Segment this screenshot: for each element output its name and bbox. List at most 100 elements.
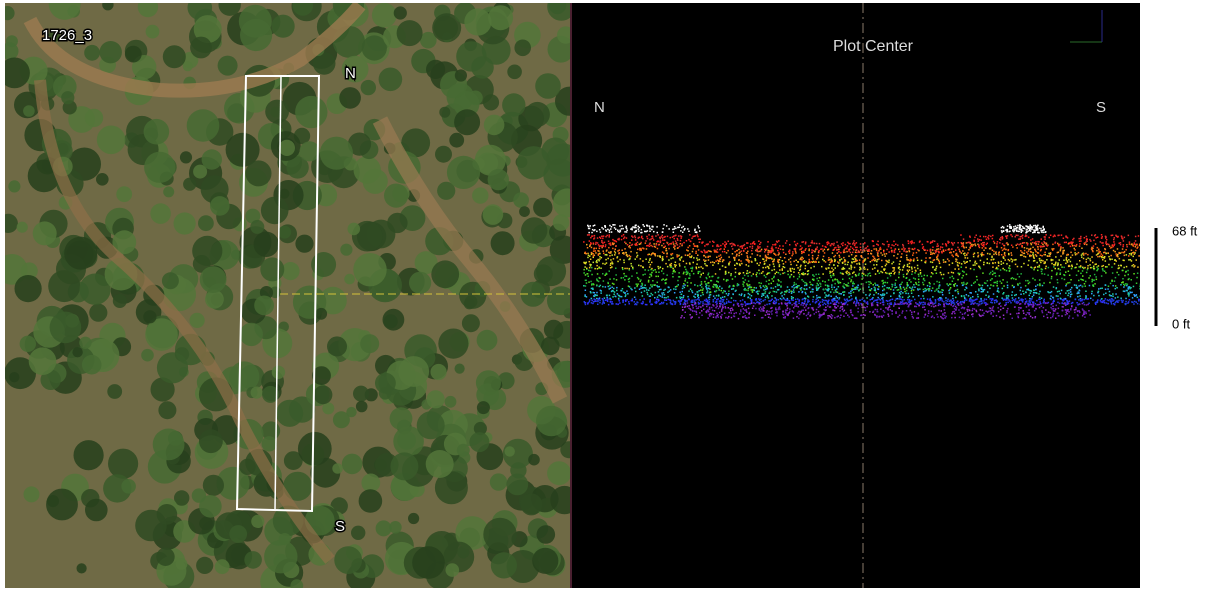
lidar-point xyxy=(1009,260,1011,262)
lidar-point xyxy=(844,310,846,312)
lidar-point xyxy=(613,283,615,285)
lidar-point xyxy=(966,283,968,285)
lidar-point xyxy=(903,274,905,276)
lidar-point xyxy=(899,261,901,263)
lidar-point xyxy=(725,267,727,269)
lidar-point xyxy=(771,295,773,297)
lidar-point xyxy=(1095,302,1097,304)
lidar-point xyxy=(1035,316,1037,318)
lidar-point xyxy=(804,262,806,264)
lidar-point xyxy=(730,275,732,277)
tree-crown xyxy=(502,93,525,116)
lidar-point xyxy=(733,300,735,302)
lidar-point xyxy=(912,296,914,298)
lidar-point xyxy=(1131,292,1133,294)
lidar-point xyxy=(831,261,833,263)
lidar-point xyxy=(708,311,710,313)
lidar-point xyxy=(808,250,810,252)
lidar-point xyxy=(1087,298,1089,300)
lidar-point xyxy=(661,292,663,294)
lidar-point xyxy=(614,291,616,293)
lidar-point xyxy=(937,316,939,318)
lidar-point xyxy=(768,311,770,313)
lidar-point xyxy=(913,284,915,286)
lidar-point xyxy=(761,249,763,251)
lidar-point xyxy=(753,302,755,304)
lidar-point xyxy=(868,284,870,286)
lidar-point xyxy=(792,310,794,312)
lidar-point xyxy=(1122,300,1124,302)
lidar-point xyxy=(1029,295,1031,297)
lidar-point xyxy=(938,287,940,289)
lidar-point xyxy=(855,305,857,307)
lidar-point xyxy=(818,304,820,306)
lidar-point xyxy=(1055,268,1057,270)
lidar-point xyxy=(655,276,657,278)
lidar-point xyxy=(1114,259,1116,261)
lidar-point xyxy=(1139,286,1141,288)
lidar-point xyxy=(866,282,868,284)
lidar-point xyxy=(967,252,969,254)
lidar-point xyxy=(818,297,820,299)
lidar-point xyxy=(695,303,697,305)
lidar-point xyxy=(819,283,821,285)
lidar-point xyxy=(750,243,752,245)
lidar-point xyxy=(609,278,611,280)
lidar-point xyxy=(979,285,981,287)
lidar-point xyxy=(861,252,863,254)
lidar-point xyxy=(1103,257,1105,259)
lidar-point xyxy=(1105,272,1107,274)
lidar-point xyxy=(824,252,826,254)
lidar-point xyxy=(1061,315,1063,317)
lidar-point xyxy=(662,239,664,241)
lidar-point xyxy=(909,263,911,265)
lidar-point xyxy=(762,271,764,273)
lidar-point xyxy=(993,272,995,274)
lidar-point xyxy=(785,254,787,256)
tree-crown xyxy=(254,296,274,316)
lidar-point xyxy=(604,263,606,265)
lidar-point xyxy=(971,244,973,246)
lidar-point xyxy=(783,297,785,299)
lidar-point xyxy=(986,299,988,301)
lidar-point xyxy=(1133,294,1135,296)
lidar-point xyxy=(698,273,700,275)
lidar-point xyxy=(630,247,632,249)
lidar-point xyxy=(982,285,984,287)
lidar-point xyxy=(1106,266,1108,268)
lidar-point xyxy=(593,262,595,264)
lidar-point xyxy=(800,289,802,291)
lidar-point xyxy=(1088,310,1090,312)
lidar-point xyxy=(1057,282,1059,284)
lidar-point xyxy=(589,246,591,248)
lidar-point xyxy=(1111,300,1113,302)
lidar-point xyxy=(1084,283,1086,285)
lidar-point xyxy=(1126,290,1128,292)
lidar-point xyxy=(950,300,952,302)
lidar-point xyxy=(1093,267,1095,269)
lidar-point xyxy=(906,278,908,280)
lidar-point xyxy=(646,292,648,294)
lidar-point xyxy=(1053,248,1055,250)
lidar-point xyxy=(989,298,991,300)
lidar-point xyxy=(756,287,758,289)
lidar-point xyxy=(923,291,925,293)
lidar-point xyxy=(992,262,994,264)
lidar-point xyxy=(797,298,799,300)
lidar-point xyxy=(1051,270,1053,272)
lidar-point xyxy=(968,249,970,251)
tree-crown xyxy=(356,401,368,413)
lidar-point xyxy=(737,284,739,286)
lidar-point xyxy=(753,273,755,275)
lidar-point xyxy=(1006,270,1008,272)
lidar-point xyxy=(1139,288,1141,290)
lidar-point xyxy=(717,298,719,300)
lidar-point xyxy=(987,285,989,287)
lidar-point xyxy=(822,304,824,306)
lidar-point xyxy=(960,301,962,303)
lidar-point xyxy=(976,279,978,281)
lidar-point xyxy=(1057,295,1059,297)
lidar-point xyxy=(957,262,959,264)
lidar-point xyxy=(1001,297,1003,299)
lidar-point xyxy=(1065,285,1067,287)
